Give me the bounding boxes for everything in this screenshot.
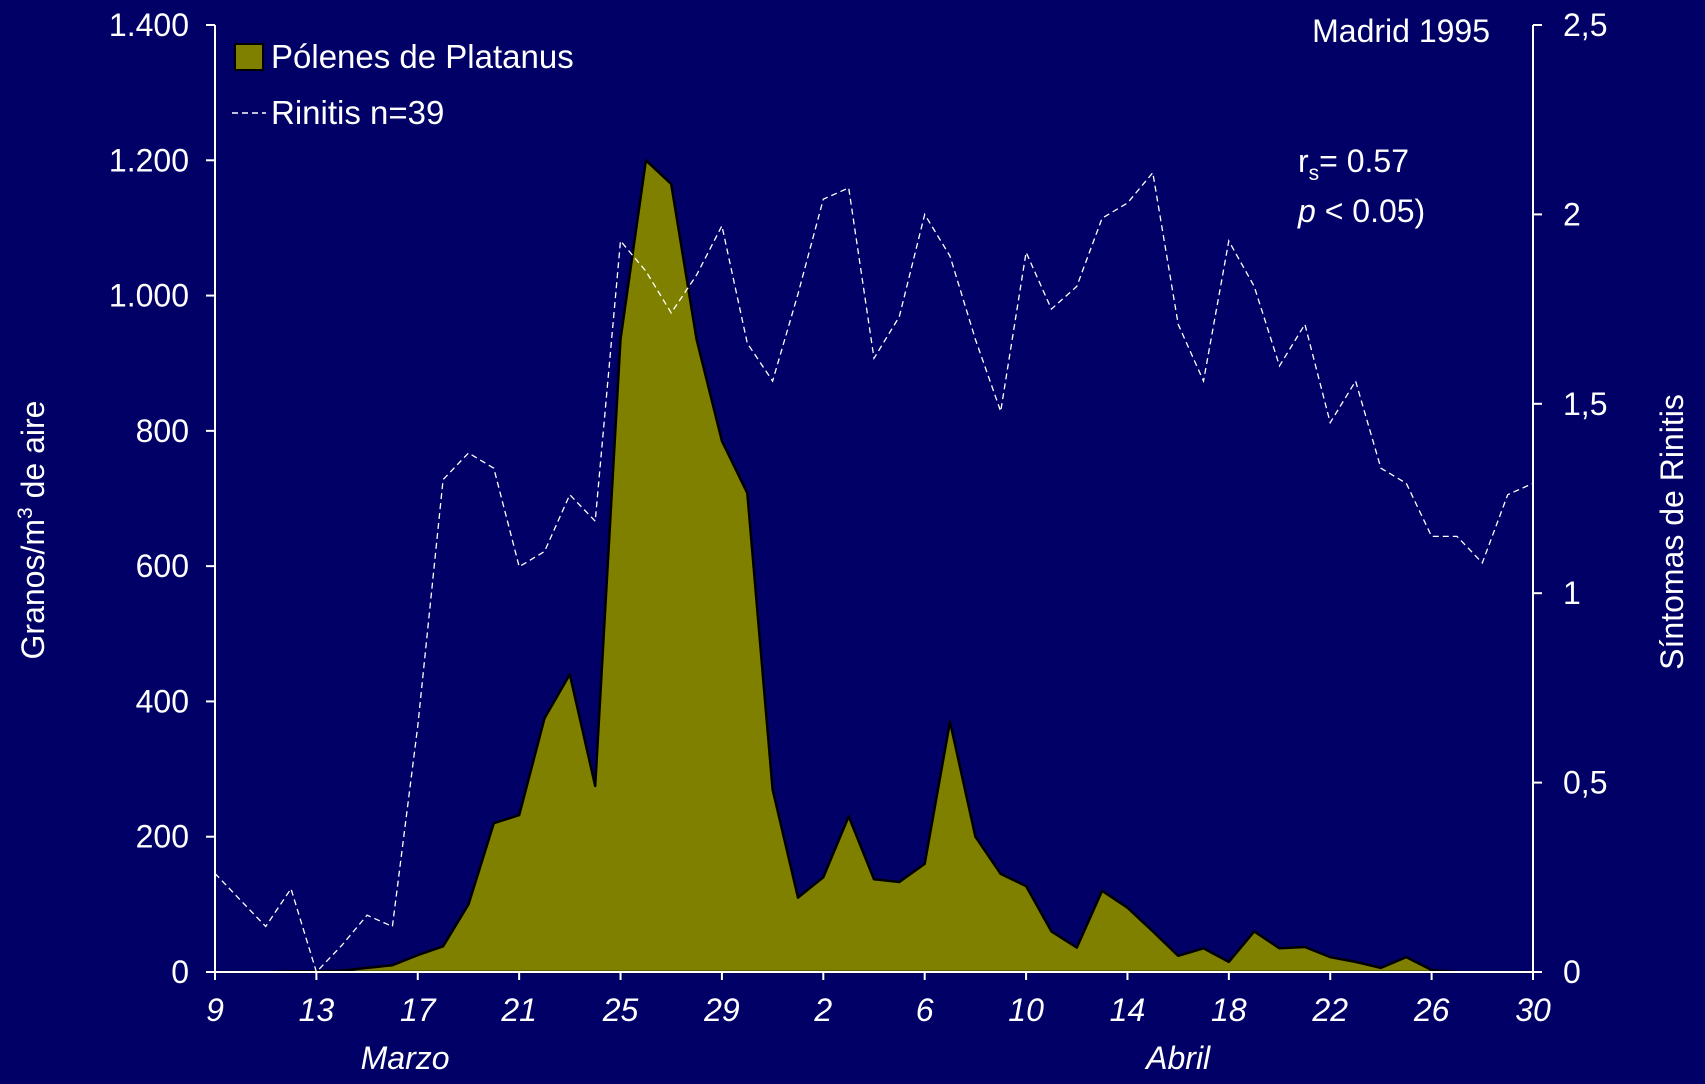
pollen-area-layer <box>213 159 1535 974</box>
rs-base: r <box>1298 143 1309 179</box>
rinitis-line-layer <box>214 171 1534 974</box>
rs-sub: s <box>1309 162 1320 185</box>
x-tick-label: 25 <box>602 992 639 1028</box>
x-tick-label: 22 <box>1311 992 1348 1028</box>
y-axis-left-label: Granos/m3 de aire <box>14 401 51 660</box>
month-label: Marzo <box>361 1040 450 1076</box>
x-tick-label: 14 <box>1110 992 1146 1028</box>
left-tick-label: 200 <box>136 819 189 855</box>
pollen-area-series <box>213 159 1535 974</box>
p-symbol: p <box>1297 193 1316 229</box>
rs-annotation: rs= 0.57 <box>1298 143 1409 185</box>
right-tick-label: 0 <box>1563 954 1581 990</box>
legend-swatch-pollen <box>234 43 264 71</box>
right-tick-label: 1 <box>1563 575 1581 611</box>
x-tick-label: 17 <box>400 992 437 1028</box>
x-tick-label: 2 <box>813 992 832 1028</box>
legend-label-pollen: Pólenes de Platanus <box>271 38 574 75</box>
x-tick-label: 29 <box>703 992 740 1028</box>
p-value: < 0.05) <box>1316 193 1425 229</box>
x-tick-label: 26 <box>1413 992 1450 1028</box>
legend-label-rinitis: Rinitis n=39 <box>271 94 444 131</box>
left-tick-label: 600 <box>136 548 189 584</box>
left-tick-label: 1.400 <box>109 7 189 43</box>
p-annotation: p < 0.05) <box>1297 193 1425 229</box>
month-label: Abril <box>1144 1040 1211 1076</box>
y-axis-left-label-post: de aire <box>15 401 51 508</box>
tick-layer: 0 200 400 600 800 1.000 1.200 1.400 0 0,5 1 1,5 2 2,5… <box>109 7 1608 1076</box>
rinitis-line-series <box>214 171 1534 974</box>
left-tick-label: 1.200 <box>109 142 189 178</box>
left-tick-label: 1.000 <box>109 278 189 314</box>
left-tick-label: 0 <box>171 954 189 990</box>
x-tick-label: 10 <box>1008 992 1044 1028</box>
right-tick-label: 0,5 <box>1563 765 1607 801</box>
y-axis-left-label-pre: Granos/m <box>15 519 51 659</box>
x-tick-label: 6 <box>916 992 934 1028</box>
left-tick-label: 400 <box>136 683 189 719</box>
left-tick-label: 800 <box>136 413 189 449</box>
right-tick-label: 1,5 <box>1563 386 1607 422</box>
y-axis-left-label-sup: 3 <box>14 507 37 519</box>
legend: Pólenes de Platanus Rinitis n=39 <box>232 38 574 131</box>
x-tick-label: 13 <box>299 992 335 1028</box>
x-tick-label: 30 <box>1515 992 1551 1028</box>
correlation-annotation: rs= 0.57 p < 0.05) <box>1297 143 1425 229</box>
right-tick-label: 2 <box>1563 196 1581 232</box>
right-tick-label: 2,5 <box>1563 7 1607 43</box>
x-tick-label: 9 <box>206 992 224 1028</box>
y-axis-right-label: Síntomas de Rinitis <box>1654 394 1690 670</box>
x-tick-label: 21 <box>500 992 537 1028</box>
x-tick-label: 18 <box>1211 992 1247 1028</box>
chart-title: Madrid 1995 <box>1312 13 1490 49</box>
axes-layer <box>214 25 1534 973</box>
rs-value: = 0.57 <box>1319 143 1409 179</box>
